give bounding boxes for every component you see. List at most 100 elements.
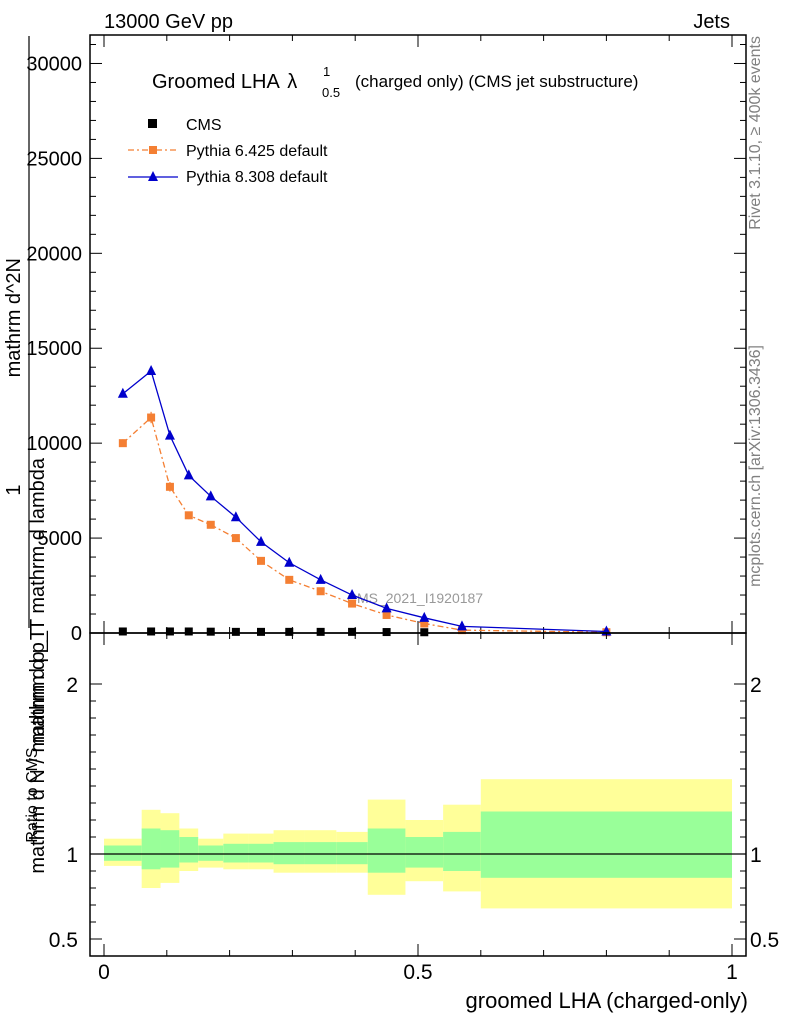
cms-point (257, 627, 265, 636)
title-sub: 0.5 (322, 85, 340, 100)
pythia8-point (347, 589, 358, 600)
pythia8-point (456, 620, 467, 631)
pythia6-point (382, 610, 391, 619)
legend-label-pythia8: Pythia 8.308 default (186, 169, 328, 186)
ratio-ytick-label-right: 1 (750, 844, 762, 867)
pythia6-point (257, 556, 265, 565)
band-inner (179, 837, 199, 863)
legend-marker-pythia8 (148, 171, 158, 181)
header-left: 13000 GeV pp (104, 11, 233, 33)
band-inner (198, 845, 224, 861)
legend: CMS Pythia 6.425 default Pythia 8.308 de… (128, 117, 328, 186)
bottom-ytick-labels: 0.5 0.5 1 1 2 2 (49, 674, 779, 952)
cms-point (348, 627, 357, 636)
band-inner (248, 843, 274, 863)
ratio-ytick-label-right: 2 (750, 674, 762, 697)
pythia6-point (348, 599, 357, 608)
rivet-label: Rivet 3.1.10, ≥ 400k events (747, 36, 764, 230)
pythia8-point (230, 511, 241, 522)
ratio-ytick-label-right: 0.5 (750, 929, 779, 952)
pythia8-point (284, 556, 295, 567)
band-inner (405, 837, 444, 868)
ytick-label: 15000 (26, 338, 82, 360)
header-right: Jets (693, 11, 730, 33)
band-inner (160, 830, 180, 868)
band-inner (336, 842, 368, 865)
ytick-label: 10000 (26, 433, 82, 455)
bottom-panel: 0.5 0.51 12 2 0 0.5 1 Ratio to CMS groomed LH… (24, 632, 779, 1013)
pythia6-point (184, 511, 193, 520)
pythia6-point (165, 482, 174, 491)
legend-marker-cms (148, 119, 157, 128)
band-inner (223, 843, 249, 863)
uncertainty-bands (104, 779, 732, 909)
top-panel: 0 5000 10000 15000 20000 25000 30000 CMS_2021_… (3, 34, 747, 874)
ratio-ytick-label: 0.5 (49, 929, 78, 952)
band-inner (367, 828, 406, 873)
band-inner (304, 842, 337, 865)
svg-text:Groomed LHA λ: Groomed LHA λ (152, 71, 297, 93)
title-lambda: λ (287, 71, 297, 93)
plot-title: Groomed LHA λ 1 0.5 (charged only) (CMS … (152, 64, 638, 100)
pythia6-point (316, 587, 325, 596)
mcplots-label: mcplots.cern.ch [arXiv:1306.3436] (747, 345, 764, 587)
legend-item-pythia6: Pythia 6.425 default (128, 143, 328, 160)
band-inner (480, 811, 732, 878)
top-ytick-labels: 0 5000 10000 15000 20000 25000 30000 (26, 53, 82, 645)
xtick-label: 0 (98, 961, 110, 984)
ytick-label: 25000 (26, 148, 82, 170)
cms-point (184, 627, 193, 636)
pythia8-point (315, 573, 326, 584)
pythia8-point (381, 602, 392, 613)
band-inner (273, 842, 305, 865)
ratio-ytick-label: 2 (66, 674, 78, 697)
pythia8-point (164, 429, 175, 440)
bottom-ticks (90, 633, 746, 956)
bottom-frame (89, 632, 747, 957)
ytick-label: 30000 (26, 53, 82, 75)
pythia8-point (419, 611, 430, 622)
top-ticks (90, 35, 746, 634)
cms-point (382, 628, 391, 637)
ylabel-part-3: mathrm d^2N (3, 258, 25, 377)
title-main: Groomed LHA (152, 71, 280, 93)
pythia6-point (147, 413, 156, 422)
cms-point (165, 627, 174, 636)
watermark: CMS_2021_I1920187 (347, 590, 483, 606)
pythia6-point (206, 520, 215, 529)
band-inner (443, 831, 481, 871)
cms-point (147, 627, 156, 636)
ratio-ytick-label: 1 (66, 844, 78, 867)
pythia6-line (122, 416, 607, 633)
title-suffix: (charged only) (CMS jet substructure) (355, 72, 638, 91)
legend-item-cms: CMS (148, 117, 222, 134)
pythia6-point (285, 575, 294, 584)
ylabel-part-2: mathrm d N / mathrm d p_T (27, 628, 49, 874)
pythia6-point (420, 619, 429, 628)
ytick-label: 0 (71, 623, 82, 645)
cms-point (316, 627, 325, 636)
ylabel-part-1: 1 (3, 484, 25, 495)
pythia8-point (117, 387, 128, 398)
xtick-label: 0.5 (403, 961, 432, 984)
series-pythia6 (118, 411, 611, 637)
top-ylabel: 1 mathrm d N / mathrm d p_T mathrm d^2N … (3, 36, 49, 874)
cms-point (420, 628, 429, 637)
pythia6-point (118, 439, 127, 448)
legend-item-pythia8: Pythia 8.308 default (128, 169, 328, 186)
legend-marker-pythia6 (149, 146, 157, 154)
pythia8-point (205, 490, 216, 501)
cms-point (231, 627, 240, 636)
bottom-ylabel: Ratio to CMS (24, 747, 41, 842)
ytick-label: 5000 (38, 528, 83, 550)
pythia8-line (122, 369, 607, 633)
series-pythia8 (117, 365, 612, 636)
ytick-label: 20000 (26, 243, 82, 265)
legend-label-pythia6: Pythia 6.425 default (186, 143, 328, 160)
pythia8-point (146, 365, 157, 376)
cms-point (118, 627, 127, 636)
pythia8-point (183, 469, 194, 480)
band-inner (141, 828, 161, 870)
pythia6-point (231, 534, 240, 543)
